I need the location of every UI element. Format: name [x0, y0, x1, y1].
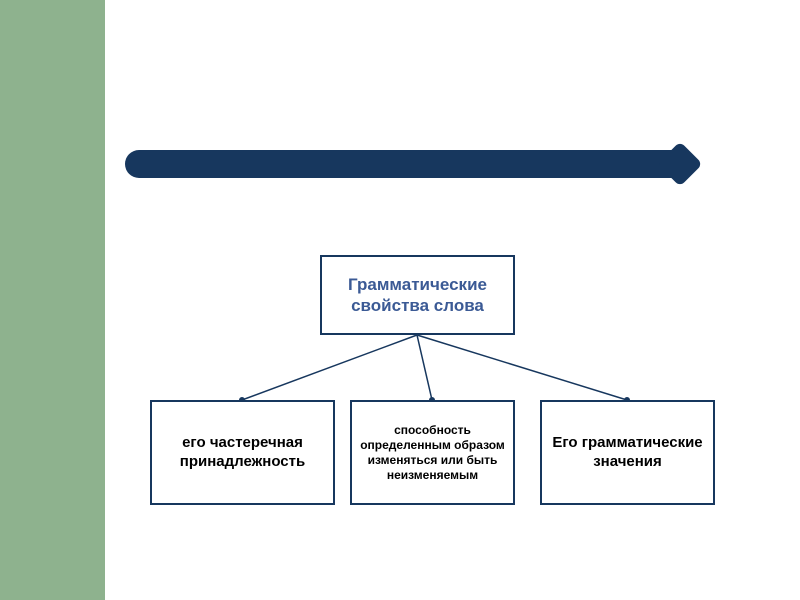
child-label: Его грамматические значения: [548, 434, 707, 472]
title-bar-body: [125, 150, 680, 178]
title-bar: [125, 150, 690, 178]
child-label: его частеречная принадлежность: [158, 434, 327, 472]
left-sidebar: [0, 0, 105, 600]
child-box-1: способность определенным образом изменят…: [350, 400, 515, 505]
child-box-2: Его грамматические значения: [540, 400, 715, 505]
parent-box: Грамматические свойства слова: [320, 255, 515, 335]
child-box-0: его частеречная принадлежность: [150, 400, 335, 505]
child-label: способность определенным образом изменят…: [358, 423, 507, 483]
parent-label: Грамматические свойства слова: [328, 274, 507, 317]
title-bar-cap: [657, 141, 702, 186]
